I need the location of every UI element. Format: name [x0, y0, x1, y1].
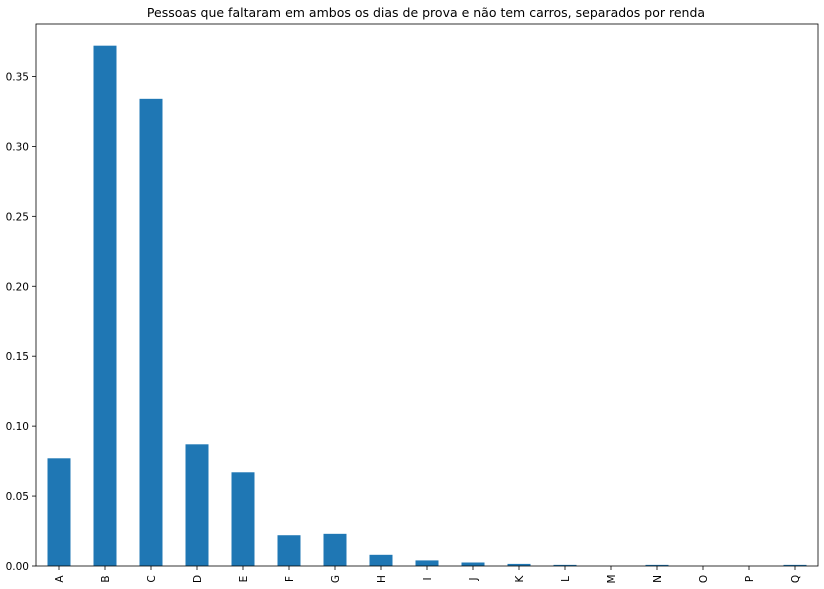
- bar-Q: [783, 564, 807, 566]
- x-tick-label-J: J: [468, 577, 480, 581]
- bar-I: [415, 560, 439, 566]
- x-tick-label-A: A: [54, 575, 66, 583]
- bar-N: [645, 564, 669, 566]
- x-tick-label-N: N: [652, 575, 664, 583]
- y-tick-label-0.20: 0.20: [6, 281, 29, 293]
- bar-C: [139, 98, 163, 567]
- bar-H: [369, 554, 393, 566]
- x-tick-label-K: K: [514, 574, 526, 582]
- x-tick-label-M: M: [606, 574, 618, 583]
- x-tick-label-C: C: [146, 575, 158, 582]
- x-tick-label-O: O: [698, 575, 710, 583]
- y-tick-label-0.00: 0.00: [6, 561, 29, 573]
- y-tick-label-0.05: 0.05: [6, 491, 29, 503]
- y-axis: 0.00 0.05 0.10 0.15 0.20 0.25 0.30 0.35: [6, 71, 36, 573]
- x-tick-label-F: F: [284, 576, 296, 582]
- y-tick-label-0.35: 0.35: [6, 71, 29, 83]
- bar-J: [461, 562, 485, 566]
- x-axis: A B C D E F G H I J K L M N O P Q: [54, 566, 802, 584]
- bar-B: [93, 45, 117, 567]
- y-tick-label-0.10: 0.10: [6, 421, 29, 433]
- x-tick-label-P: P: [744, 576, 756, 582]
- x-tick-label-Q: Q: [790, 575, 802, 583]
- chart-title: Pessoas que faltaram em ambos os dias de…: [147, 5, 705, 20]
- x-tick-label-I: I: [422, 577, 434, 580]
- y-tick-label-0.25: 0.25: [6, 211, 29, 223]
- bar-G: [323, 533, 347, 566]
- bars-group: [47, 45, 807, 567]
- plot-frame: [35, 23, 819, 567]
- y-tick-label-0.15: 0.15: [6, 351, 29, 363]
- x-tick-label-D: D: [192, 575, 204, 583]
- bar-F: [277, 535, 301, 566]
- bar-K: [507, 563, 531, 566]
- x-tick-label-B: B: [100, 575, 112, 582]
- x-tick-label-G: G: [330, 575, 342, 583]
- x-tick-label-H: H: [376, 575, 388, 583]
- bar-D: [185, 444, 209, 566]
- bar-L: [553, 564, 577, 566]
- x-tick-label-L: L: [560, 576, 572, 582]
- x-tick-label-E: E: [238, 576, 250, 583]
- y-tick-label-0.30: 0.30: [6, 141, 29, 153]
- bar-E: [231, 472, 255, 566]
- bar-A: [47, 458, 71, 566]
